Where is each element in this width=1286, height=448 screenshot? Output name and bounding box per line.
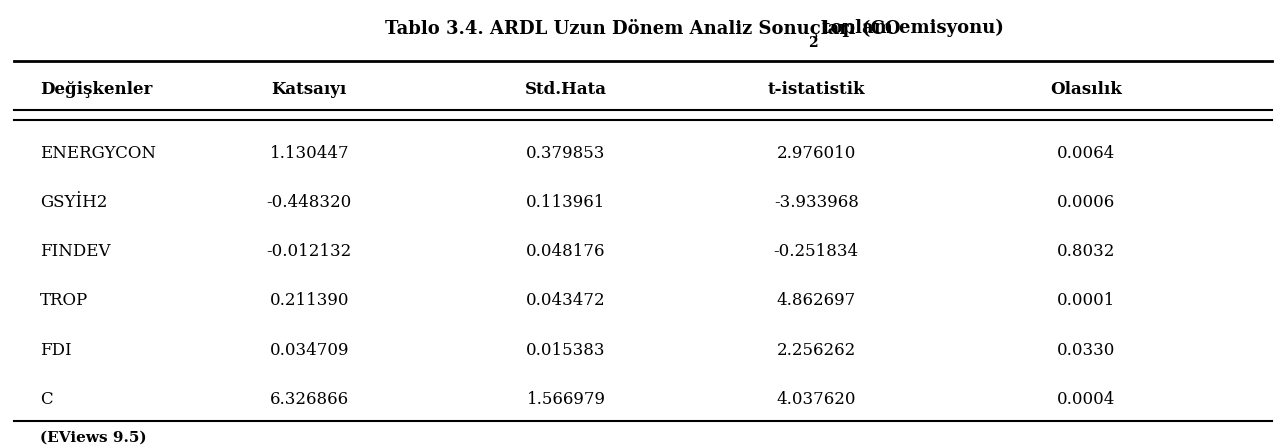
Text: -0.012132: -0.012132 bbox=[266, 243, 352, 260]
Text: 1.566979: 1.566979 bbox=[526, 391, 606, 408]
Text: FINDEV: FINDEV bbox=[40, 243, 111, 260]
Text: 1.130447: 1.130447 bbox=[270, 145, 350, 162]
Text: 0.379853: 0.379853 bbox=[526, 145, 606, 162]
Text: 4.037620: 4.037620 bbox=[777, 391, 856, 408]
Text: 0.211390: 0.211390 bbox=[270, 293, 349, 310]
Text: 0.8032: 0.8032 bbox=[1057, 243, 1115, 260]
Text: TROP: TROP bbox=[40, 293, 89, 310]
Text: 6.326866: 6.326866 bbox=[270, 391, 349, 408]
Text: -0.251834: -0.251834 bbox=[774, 243, 859, 260]
Text: 2: 2 bbox=[808, 36, 818, 50]
Text: 0.0330: 0.0330 bbox=[1057, 342, 1115, 359]
Text: 0.048176: 0.048176 bbox=[526, 243, 606, 260]
Text: -3.933968: -3.933968 bbox=[774, 194, 859, 211]
Text: 2.256262: 2.256262 bbox=[777, 342, 856, 359]
Text: 0.113961: 0.113961 bbox=[526, 194, 606, 211]
Text: C: C bbox=[40, 391, 53, 408]
Text: Katsaıyı: Katsaıyı bbox=[271, 81, 347, 98]
Text: 0.034709: 0.034709 bbox=[270, 342, 349, 359]
Text: 0.0064: 0.0064 bbox=[1057, 145, 1115, 162]
Text: 0.0006: 0.0006 bbox=[1057, 194, 1115, 211]
Text: 4.862697: 4.862697 bbox=[777, 293, 856, 310]
Text: t-istatistik: t-istatistik bbox=[768, 81, 865, 98]
Text: 2.976010: 2.976010 bbox=[777, 145, 856, 162]
Text: 0.0004: 0.0004 bbox=[1057, 391, 1115, 408]
Text: 0.043472: 0.043472 bbox=[526, 293, 606, 310]
Text: 0.0001: 0.0001 bbox=[1057, 293, 1115, 310]
Text: -0.448320: -0.448320 bbox=[266, 194, 352, 211]
Text: 0.015383: 0.015383 bbox=[526, 342, 606, 359]
Text: Olasılık: Olasılık bbox=[1049, 81, 1121, 98]
Text: FDI: FDI bbox=[40, 342, 72, 359]
Text: GSYİH2: GSYİH2 bbox=[40, 194, 107, 211]
Text: ENERGYCON: ENERGYCON bbox=[40, 145, 156, 162]
Text: (EViews 9.5): (EViews 9.5) bbox=[40, 430, 147, 444]
Text: Tablo 3.4. ARDL Uzun Dönem Analiz Sonuçları (CO: Tablo 3.4. ARDL Uzun Dönem Analiz Sonuçl… bbox=[386, 19, 900, 38]
Text: Değişkenler: Değişkenler bbox=[40, 81, 152, 98]
Text: Std.Hata: Std.Hata bbox=[525, 81, 607, 98]
Text: toplam emisyonu): toplam emisyonu) bbox=[817, 19, 1004, 37]
